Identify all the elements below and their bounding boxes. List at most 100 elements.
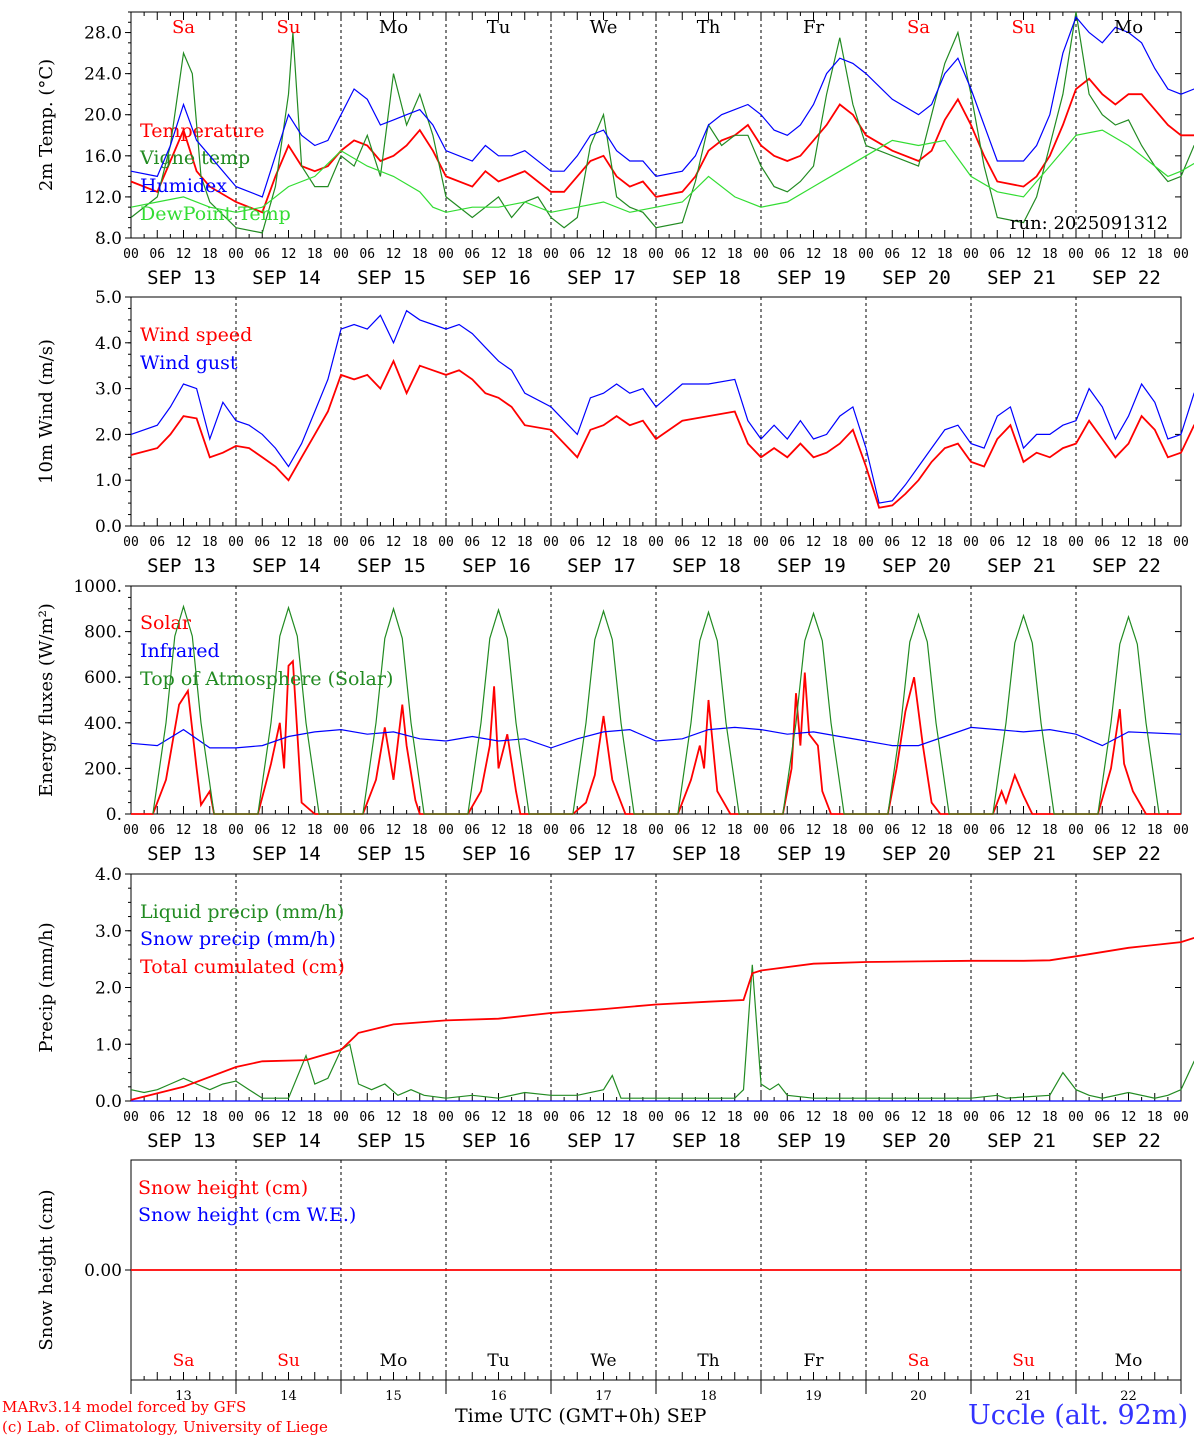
hour-label: 06 [149,1110,165,1125]
hour-label: 00 [963,535,979,550]
day-label: SEP 22 [1092,1130,1161,1152]
day-label: SEP 14 [252,555,321,577]
hour-label: 00 [858,1110,874,1125]
hour-label: 06 [674,535,690,550]
hour-label: 12 [701,247,717,262]
hour-label: 12 [386,535,402,550]
hour-label: 00 [858,247,874,262]
hour-label: 00 [123,823,139,838]
weekday-label: Fr [803,17,824,38]
hour-label: 00 [123,1110,139,1125]
hour-label: 12 [701,823,717,838]
hour-label: 12 [176,535,192,550]
hour-label: 18 [1147,247,1163,262]
day-label: SEP 19 [777,267,846,289]
legend-entry: Solar [140,612,192,634]
hour-label: 12 [491,247,507,262]
series-line-total-cumulated-cm- [130,936,1194,1101]
month-label: SEP [666,1405,707,1427]
legend-entry: Wind speed [140,324,252,346]
day-label: SEP 22 [1092,267,1161,289]
hour-label: 18 [202,823,218,838]
series-line-infrared [130,726,1182,749]
hour-label: 06 [1094,823,1110,838]
series-line-temperature [130,77,1194,214]
hour-label: 18 [202,247,218,262]
hour-label: 12 [1016,247,1032,262]
hour-label: 06 [989,535,1005,550]
hour-label: 12 [176,823,192,838]
day-label: SEP 17 [567,267,636,289]
day-label: SEP 21 [987,1130,1056,1152]
hour-label: 12 [386,823,402,838]
hour-label: 06 [359,1110,375,1125]
hour-label: 18 [727,823,743,838]
station-label: Uccle (alt. 92m) [968,1400,1188,1431]
credit-line-1: MARv3.14 model forced by GFS [2,1398,247,1416]
hour-label: 06 [884,535,900,550]
hour-label: 00 [543,1110,559,1125]
hour-label: 06 [464,247,480,262]
hour-label: 06 [779,823,795,838]
hour-label: 00 [1068,823,1084,838]
day-label: SEP 17 [567,555,636,577]
y-axis-title: 10m Wind (m/s) [36,339,57,484]
time-axis-label: Time UTC (GMT+0h) SEP [455,1405,706,1427]
series-line-dewpoint-temp [130,129,1194,213]
y-axis-title: Snow height (cm) [36,1189,57,1350]
hour-label: 18 [1042,1110,1058,1125]
y-tick-label: 2.0 [95,979,122,999]
hour-label: 06 [1094,1110,1110,1125]
y-tick-label: 4.0 [95,865,122,885]
day-label: SEP 13 [147,1130,216,1152]
hour-label: 12 [281,247,297,262]
hour-label: 06 [464,823,480,838]
weekday-label: Sa [173,1351,195,1371]
y-tick-label: 3.0 [95,380,122,400]
y-tick-label: 1000. [73,577,122,597]
y-tick-label: 28.0 [84,24,122,44]
y-tick-label: 4.0 [95,334,122,354]
hour-label: 00 [123,535,139,550]
hour-label: 12 [596,247,612,262]
hour-label: 00 [648,823,664,838]
series-line-wind-gust [130,309,1194,504]
hour-label: 12 [596,535,612,550]
y-tick-label: 0.00 [84,1261,122,1281]
y-axis-title: Energy fluxes (W/m²) [36,603,57,797]
hour-label: 06 [254,247,270,262]
hour-label: 12 [596,823,612,838]
weekday-label: We [590,1351,616,1371]
hour-label: 18 [937,1110,953,1125]
series-line-vigne-temp [130,11,1194,234]
hour-label: 18 [412,1110,428,1125]
hour-label: 12 [911,535,927,550]
series-line-wind-speed [130,358,1194,509]
hour-label: 18 [832,823,848,838]
y-tick-label: 600. [84,668,122,688]
hour-label: 06 [149,247,165,262]
hour-label: 12 [1016,535,1032,550]
weekday-label: Mo [380,1351,408,1371]
y-tick-label: 3.0 [95,922,122,942]
hour-label: 12 [1121,535,1137,550]
hour-label: 18 [937,247,953,262]
hour-label: 06 [989,823,1005,838]
time-axis-title: Time UTC (GMT+0h) [455,1405,661,1427]
hour-label: 06 [989,247,1005,262]
legend-entry: Total cumulated (cm) [140,956,345,978]
day-label: SEP 22 [1092,555,1161,577]
day-label: SEP 16 [462,1130,531,1152]
hour-label: 18 [307,823,323,838]
legend-entry: Snow precip (mm/h) [140,928,336,950]
hour-label: 00 [333,823,349,838]
hour-label: 00 [228,823,244,838]
day-label: SEP 18 [672,267,741,289]
hour-label: 00 [753,1110,769,1125]
hour-label: 00 [1068,247,1084,262]
hour-label: 06 [569,247,585,262]
weekday-label: Sa [172,17,195,38]
day-number-label: 20 [910,1389,927,1404]
weekday-label: Su [1012,1351,1035,1371]
hour-label: 06 [884,247,900,262]
